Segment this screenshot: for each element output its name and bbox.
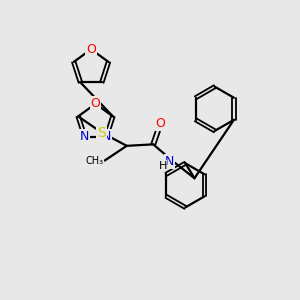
- Text: N: N: [80, 130, 89, 143]
- Text: O: O: [91, 97, 100, 110]
- Text: S: S: [97, 126, 106, 140]
- Text: O: O: [156, 117, 166, 130]
- Text: CH₃: CH₃: [85, 156, 103, 166]
- Text: O: O: [86, 43, 96, 56]
- Text: N: N: [102, 130, 111, 143]
- Text: H: H: [158, 160, 167, 171]
- Text: N: N: [165, 155, 174, 168]
